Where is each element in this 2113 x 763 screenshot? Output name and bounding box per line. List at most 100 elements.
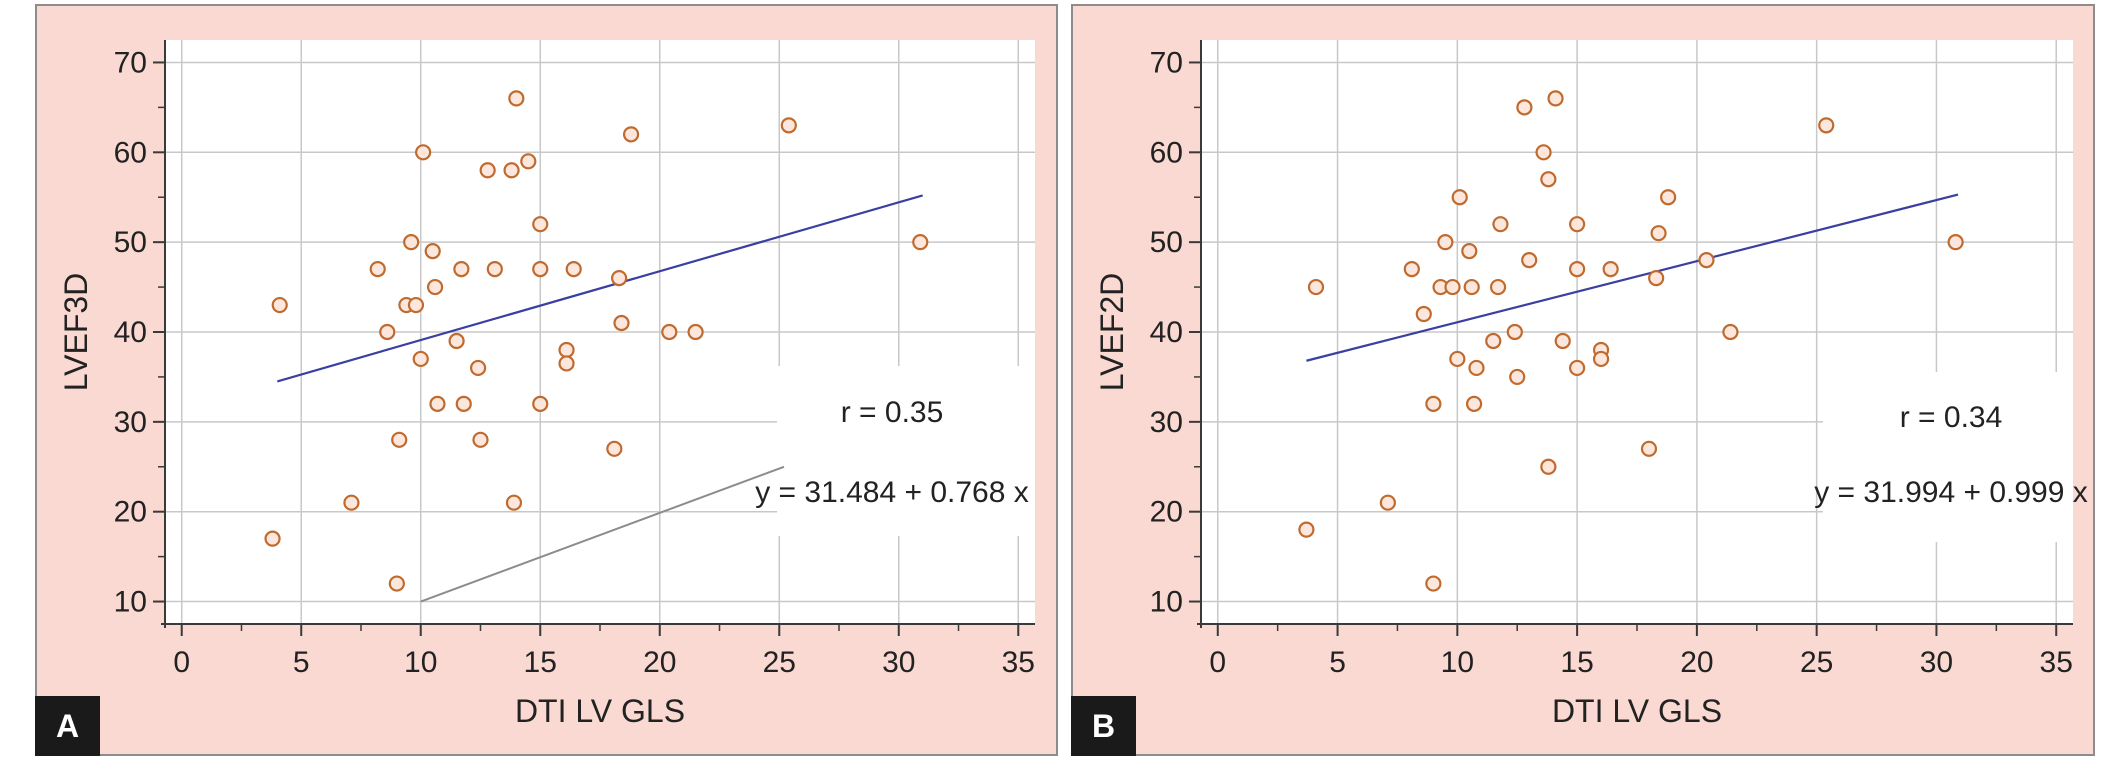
data-point: [479, 162, 496, 179]
x-tick-label: 10: [1441, 646, 1474, 679]
data-point: [1425, 575, 1442, 592]
data-point: [424, 243, 441, 260]
x-axis-title: DTI LV GLS: [515, 693, 685, 729]
data-point: [622, 126, 640, 143]
data-point: [407, 296, 425, 314]
data-point: [520, 153, 537, 170]
x-tick-label: 30: [882, 646, 915, 679]
y-tick-label: 40: [1150, 316, 1183, 349]
data-point: [1818, 117, 1835, 134]
data-point: [415, 144, 432, 161]
y-tick-label: 30: [1150, 406, 1183, 439]
x-tick-label: 25: [763, 646, 796, 679]
y-tick-label: 70: [1150, 46, 1183, 79]
data-point: [1492, 216, 1509, 233]
y-tick-label: 20: [114, 496, 147, 529]
data-point: [565, 261, 582, 278]
data-point: [426, 278, 444, 296]
data-point: [532, 261, 549, 278]
data-point: [271, 296, 288, 314]
y-tick-label: 50: [1150, 226, 1183, 259]
data-point: [1592, 350, 1610, 368]
regression-equation-label: y = 31.484 + 0.768 x: [755, 476, 1029, 509]
data-point: [1569, 359, 1586, 377]
scatter-panel-b: 0 5 10 15 20 25 30 35 10 20 30 40 50 60 70 DTI LV GLS LV…: [1071, 4, 2095, 756]
correlation-label: r = 0.35: [841, 396, 944, 429]
regression-line: [1306, 193, 1959, 362]
data-point: [1535, 144, 1552, 161]
data-point: [1540, 458, 1557, 475]
data-point: [1425, 395, 1442, 412]
data-point: [1449, 350, 1466, 368]
data-point: [412, 350, 429, 368]
data-point: [1554, 332, 1571, 350]
y-tick-label: 70: [114, 46, 147, 79]
data-point: [1444, 278, 1461, 296]
x-tick-label: 25: [1800, 646, 1833, 679]
data-point: [369, 261, 386, 278]
data-point: [508, 90, 525, 107]
x-tick-label: 0: [173, 646, 190, 679]
x-tick-label: 10: [404, 646, 437, 679]
reference-line: [420, 465, 785, 603]
data-point: [1485, 332, 1502, 350]
data-point: [1650, 225, 1667, 242]
data-point: [1379, 494, 1396, 511]
y-axis-title: LVEF2D: [1094, 273, 1130, 392]
data-point: [1602, 261, 1619, 278]
data-point: [532, 395, 549, 412]
data-point: [1307, 278, 1325, 296]
data-point: [429, 395, 446, 412]
data-point: [448, 332, 465, 350]
data-point: [1660, 189, 1677, 206]
x-tick-label: 20: [1680, 646, 1713, 679]
data-point: [388, 575, 405, 592]
data-point: [1403, 261, 1420, 278]
annotation-box: [777, 366, 1035, 536]
data-point: [613, 314, 630, 332]
data-point: [1722, 323, 1739, 341]
data-point: [1640, 440, 1658, 457]
y-tick-label: 20: [1150, 496, 1183, 529]
data-point: [1521, 252, 1538, 269]
regression-equation-label: y = 31.994 + 0.999 x: [1814, 476, 2088, 509]
data-point: [606, 440, 623, 457]
x-tick-label: 5: [293, 646, 310, 679]
x-tick-label: 15: [1560, 646, 1593, 679]
data-point: [343, 494, 360, 511]
data-point: [1698, 252, 1715, 269]
data-point: [1540, 171, 1557, 188]
data-point: [503, 162, 520, 179]
data-point: [403, 234, 420, 251]
scatter-chart-a: 0 5 10 15 20 25 30 35 10 20 30 40 50 60 70 DTI LV GLS LV…: [58, 40, 1035, 729]
data-point: [1468, 359, 1485, 377]
annotation-box: [1823, 372, 2073, 542]
data-point: [1569, 261, 1586, 278]
data-point: [472, 431, 489, 448]
y-tick-label: 10: [1150, 586, 1183, 619]
y-tick-label: 10: [114, 586, 147, 619]
data-point: [661, 323, 678, 341]
scatter-chart-b: 0 5 10 15 20 25 30 35 10 20 30 40 50 60 70 DTI LV GLS LV…: [1094, 40, 2088, 729]
data-point: [611, 269, 628, 287]
correlation-label: r = 0.34: [1900, 401, 2003, 434]
panel-label-b: B: [1071, 696, 1136, 756]
data-point: [532, 216, 549, 233]
data-point: [1461, 243, 1478, 260]
data-point: [1298, 521, 1315, 538]
y-tick-label: 60: [114, 136, 147, 169]
data-point: [470, 359, 487, 377]
x-tick-label: 15: [524, 646, 557, 679]
y-tick-label: 30: [114, 406, 147, 439]
y-tick-label: 60: [1150, 136, 1183, 169]
data-point: [486, 261, 503, 278]
x-axis-title: DTI LV GLS: [1552, 693, 1722, 729]
x-tick-label: 35: [2040, 646, 2073, 679]
data-point: [1451, 189, 1468, 206]
regression-line: [277, 194, 923, 383]
x-tick-label: 0: [1209, 646, 1226, 679]
scatter-panel-a: 0 5 10 15 20 25 30 35 10 20 30 40 50 60 70 DTI LV GLS LV…: [35, 4, 1058, 756]
data-point: [1506, 323, 1523, 341]
data-point: [1465, 395, 1483, 412]
data-point: [1516, 99, 1533, 116]
